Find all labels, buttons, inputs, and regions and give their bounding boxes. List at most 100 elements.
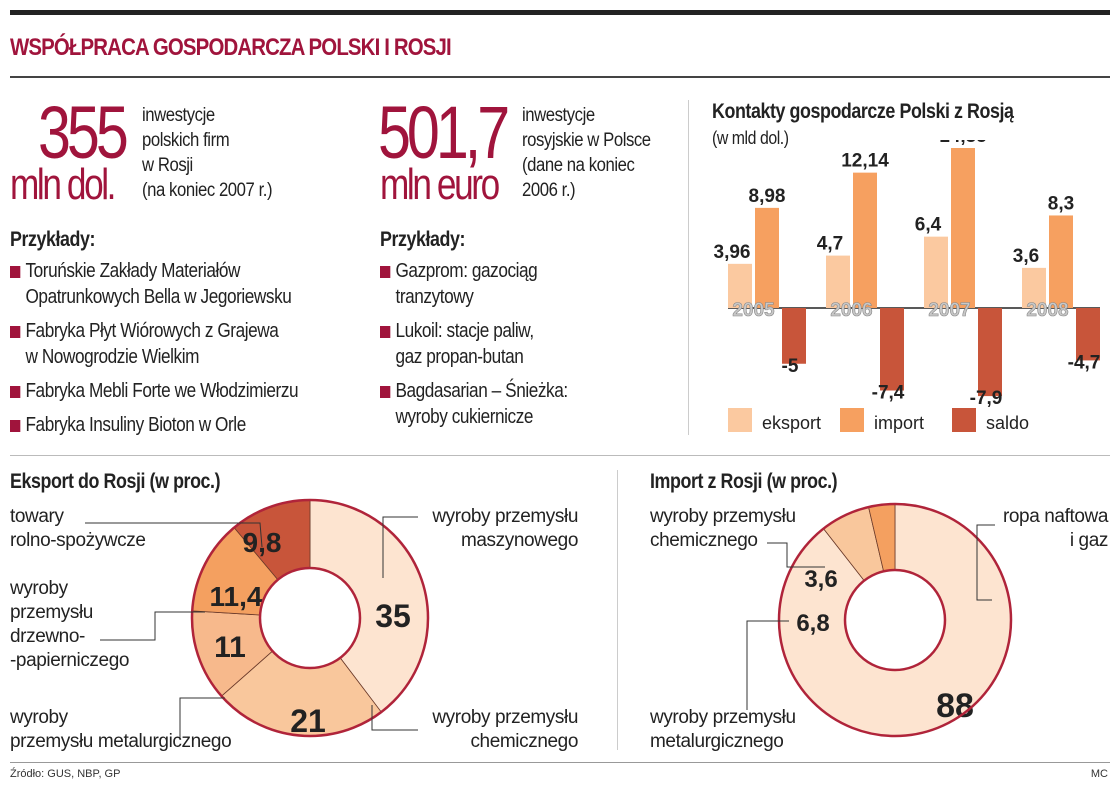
leader-line xyxy=(179,697,225,740)
category-label: 2007 xyxy=(928,300,970,321)
label-metalurgiczne-import: wyroby przemysłu metalurgicznego xyxy=(650,707,796,752)
bar-chart-subtitle: (w mld dol.) xyxy=(712,128,789,148)
desc-line: (dane na koniec xyxy=(522,155,635,176)
bar-eksport-2005 xyxy=(728,263,752,308)
right-stat-desc: inwestycje rosyjskie w Polsce (dane na k… xyxy=(522,103,651,203)
data-label: 14,35 xyxy=(939,140,987,147)
bullet-icon xyxy=(380,326,391,338)
item-text: Bagdasarian – Śnieżka: wyroby cukiernicz… xyxy=(395,380,568,428)
data-label: 3,96 xyxy=(714,242,751,263)
right-examples-header: Przykłady: xyxy=(380,228,466,251)
list-item: Fabryka Insuliny Bioton w Orle xyxy=(10,412,298,438)
item-text: Gazprom: gazociąg tranzytowy xyxy=(395,260,538,308)
data-label: 4,7 xyxy=(817,234,843,255)
divider xyxy=(10,455,1110,456)
donut-outline xyxy=(777,502,1013,738)
leader-line xyxy=(100,611,205,641)
leader-line xyxy=(746,620,789,710)
donut-hole xyxy=(843,568,947,672)
import-donut-chart: 886,83,6 xyxy=(746,502,1013,738)
leader-line xyxy=(371,705,418,731)
desc-line: rosyjskie w Polsce xyxy=(522,130,651,151)
data-label: 6,4 xyxy=(915,215,942,236)
bar-saldo-2006 xyxy=(880,308,904,391)
leader-line xyxy=(382,516,418,578)
label-chemiczne-import: wyroby przemysłu chemicznego xyxy=(650,506,796,551)
bullet-icon xyxy=(380,386,391,398)
export-chart-title: Eksport do Rosji (w proc.) xyxy=(10,470,221,493)
divider xyxy=(10,762,1110,763)
bar-eksport-2008 xyxy=(1022,267,1046,308)
desc-line: 2006 r.) xyxy=(522,180,576,201)
list-item: Toruńskie Zakłady Materiałów Opatrunkowy… xyxy=(10,258,298,310)
data-label: -7,9 xyxy=(970,388,1003,409)
leader-line xyxy=(976,524,995,601)
bar-chart: 3,96 8,98 -5 2005 4,7 12,14 -7,4 2006 6,4 14,35 -7… xyxy=(714,140,1101,433)
right-stat-value: 501,7 xyxy=(378,91,510,174)
slice-value-label: 11,4 xyxy=(210,581,263,612)
list-item: Bagdasarian – Śnieżka: wyroby cukiernicz… xyxy=(380,378,568,430)
bar-import-2006 xyxy=(853,172,877,308)
item-text: Lukoil: stacje paliw, gaz propan-butan xyxy=(395,320,534,368)
list-item: Lukoil: stacje paliw, gaz propan-butan xyxy=(380,318,568,370)
left-stat-unit: mln dol. xyxy=(10,160,116,209)
bar-import-2007 xyxy=(951,147,975,308)
data-label: -7,4 xyxy=(872,383,905,404)
category-label: 2008 xyxy=(1026,300,1068,321)
legend-swatch-eksport xyxy=(728,408,752,432)
label-rolno: towary rolno-spożywcze xyxy=(10,506,146,551)
bullet-icon xyxy=(10,326,21,338)
slice-value-label: 21 xyxy=(290,703,326,739)
import-chart-title: Import z Rosji (w proc.) xyxy=(650,470,838,493)
category-label: 2005 xyxy=(732,300,775,321)
leader-line xyxy=(85,522,263,548)
donut-hole xyxy=(258,566,362,670)
bar-eksport-2006 xyxy=(826,255,850,308)
legend-swatch-import xyxy=(840,408,864,432)
left-examples-list: Toruńskie Zakłady Materiałów Opatrunkowy… xyxy=(10,258,299,446)
credit: MC xyxy=(1090,768,1108,780)
data-label: 3,6 xyxy=(1013,246,1039,267)
desc-line: inwestycje xyxy=(142,105,215,126)
list-item: Fabryka Mebli Forte we Włodzimierzu xyxy=(10,378,299,404)
data-label: -5 xyxy=(782,356,799,377)
leader-line xyxy=(767,542,825,568)
category-label: 2006 xyxy=(830,300,872,321)
label-drzewno: wyroby przemysłu drzewno- -papierniczego xyxy=(10,578,130,671)
right-stat-unit: mln euro xyxy=(380,160,500,209)
desc-line: (na koniec 2007 r.) xyxy=(142,180,273,201)
desc-line: w Rosji xyxy=(142,155,193,176)
source-note: Źródło: GUS, NBP, GP xyxy=(10,768,121,780)
title-rule xyxy=(10,76,1110,78)
desc-line: inwestycje xyxy=(522,105,595,126)
bullet-icon xyxy=(10,420,21,432)
item-text: Fabryka Insuliny Bioton w Orle xyxy=(25,414,246,436)
bar-saldo-2008 xyxy=(1076,308,1100,361)
label-ropa: ropa naftowa i gaz xyxy=(1002,506,1108,551)
bullet-icon xyxy=(10,266,21,278)
data-label: -4,7 xyxy=(1068,352,1101,373)
desc-line: polskich firm xyxy=(142,130,230,151)
top-rule xyxy=(10,10,1110,15)
left-examples-header: Przykłady: xyxy=(10,228,96,251)
left-stat-desc: inwestycje polskich firm w Rosji (na kon… xyxy=(142,103,273,203)
item-text: Toruńskie Zakłady Materiałów Opatrunkowy… xyxy=(25,260,292,308)
item-text: Fabryka Płyt Wiórowych z Grajewa w Nowog… xyxy=(25,320,279,368)
label-maszynowe: wyroby przemysłu maszynowego xyxy=(432,506,578,551)
bar-saldo-2005 xyxy=(782,308,806,364)
data-label: 8,98 xyxy=(749,186,786,207)
page-title: WSPÓŁPRACA GOSPODARCZA POLSKI I ROSJI xyxy=(10,34,452,61)
legend-swatch-saldo xyxy=(952,408,976,432)
bar-import-2008 xyxy=(1049,215,1073,308)
bar-import-2005 xyxy=(755,207,779,308)
bar-chart-title: Kontakty gospodarcze Polski z Rosją xyxy=(712,100,1014,123)
divider xyxy=(688,100,689,435)
list-item: Fabryka Płyt Wiórowych z Grajewa w Nowog… xyxy=(10,318,298,370)
slice-value-label: 6,8 xyxy=(796,610,829,637)
legend-label-saldo: saldo xyxy=(986,413,1029,433)
bullet-icon xyxy=(380,266,391,278)
legend-label-import: import xyxy=(874,413,924,433)
divider xyxy=(617,470,618,750)
